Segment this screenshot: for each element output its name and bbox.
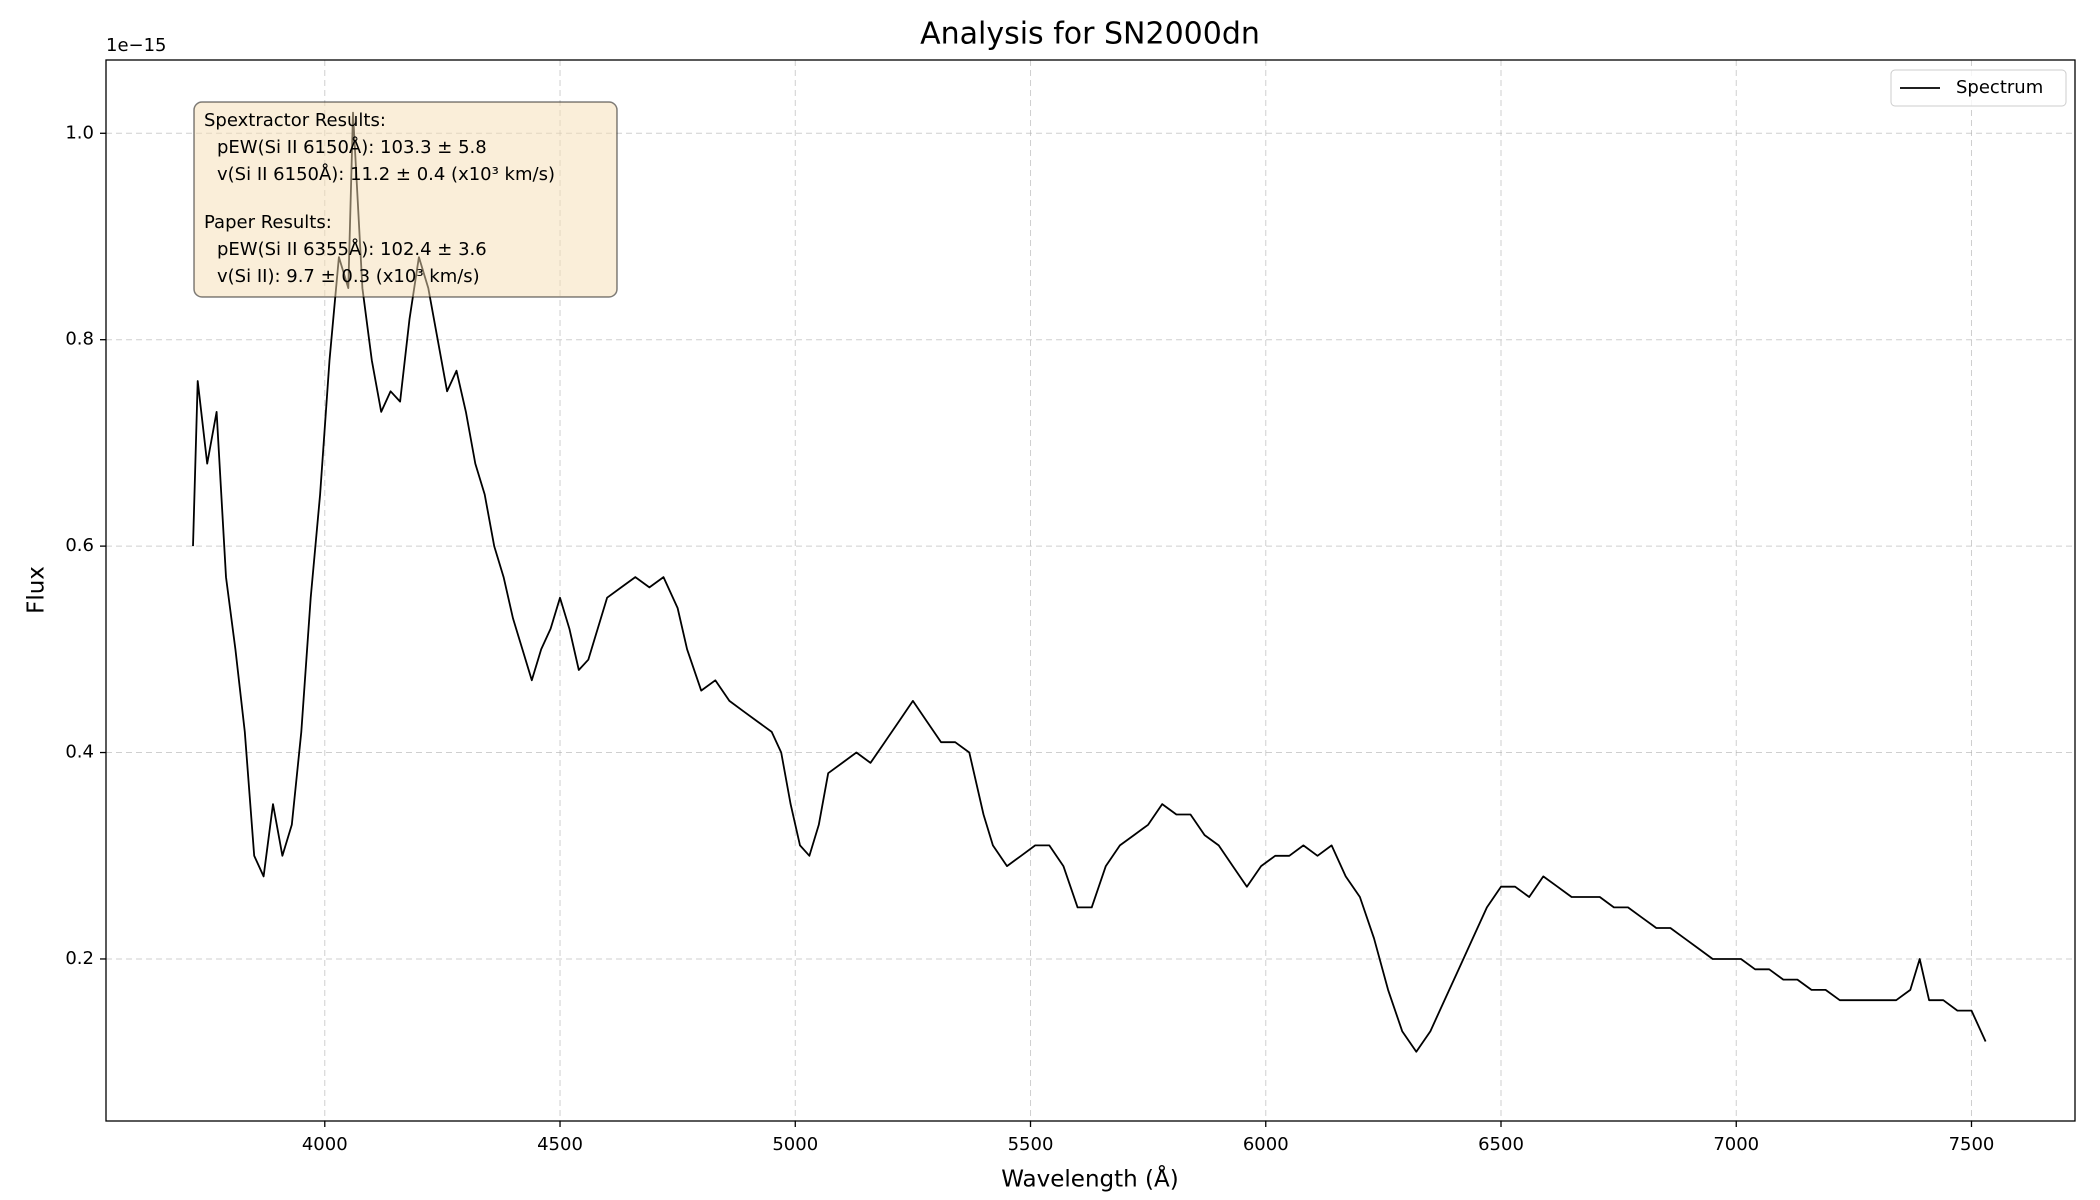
legend-label: Spectrum (1956, 77, 2043, 98)
x-tick-label: 7000 (1713, 1134, 1759, 1155)
annotation-title: Paper Results: (204, 212, 332, 233)
annotation-line: v(Si II 6150Å): 11.2 ± 0.4 (x10³ km/s) (217, 163, 555, 185)
x-tick-label: 4500 (537, 1134, 583, 1155)
annotation-line: v(Si II): 9.7 ± 0.3 (x10³ km/s) (217, 266, 480, 287)
annotation-box (193, 101, 618, 298)
x-tick-label: 4000 (302, 1134, 348, 1155)
y-tick-label: 0.4 (65, 742, 94, 763)
chart-title: Analysis for SN2000dn (920, 17, 1260, 52)
x-tick-label: 5000 (772, 1134, 818, 1155)
y-tick-label: 0.8 (65, 329, 94, 350)
y-tick-label: 1.0 (65, 122, 94, 143)
y-tick-label: 0.2 (65, 948, 94, 969)
y-offset-label: 1e−15 (106, 35, 167, 56)
plot-frame (105, 59, 2076, 1122)
x-tick-label: 6500 (1478, 1134, 1524, 1155)
legend-box (1890, 69, 2067, 107)
annotation-title: Spextractor Results: (204, 110, 386, 131)
y-axis-label: Flux (24, 566, 50, 614)
x-tick-label: 6000 (1243, 1134, 1289, 1155)
annotation-line: pEW(Si II 6355Å): 102.4 ± 3.6 (217, 238, 487, 260)
annotation-line: pEW(Si II 6150Å): 103.3 ± 5.8 (217, 136, 487, 158)
x-tick-label: 7500 (1949, 1134, 1995, 1155)
spectrum-line (192, 111, 1987, 1053)
y-tick-label: 0.6 (65, 535, 94, 556)
x-axis-label: Wavelength (Å) (1001, 1165, 1178, 1193)
x-tick-label: 5500 (1008, 1134, 1054, 1155)
